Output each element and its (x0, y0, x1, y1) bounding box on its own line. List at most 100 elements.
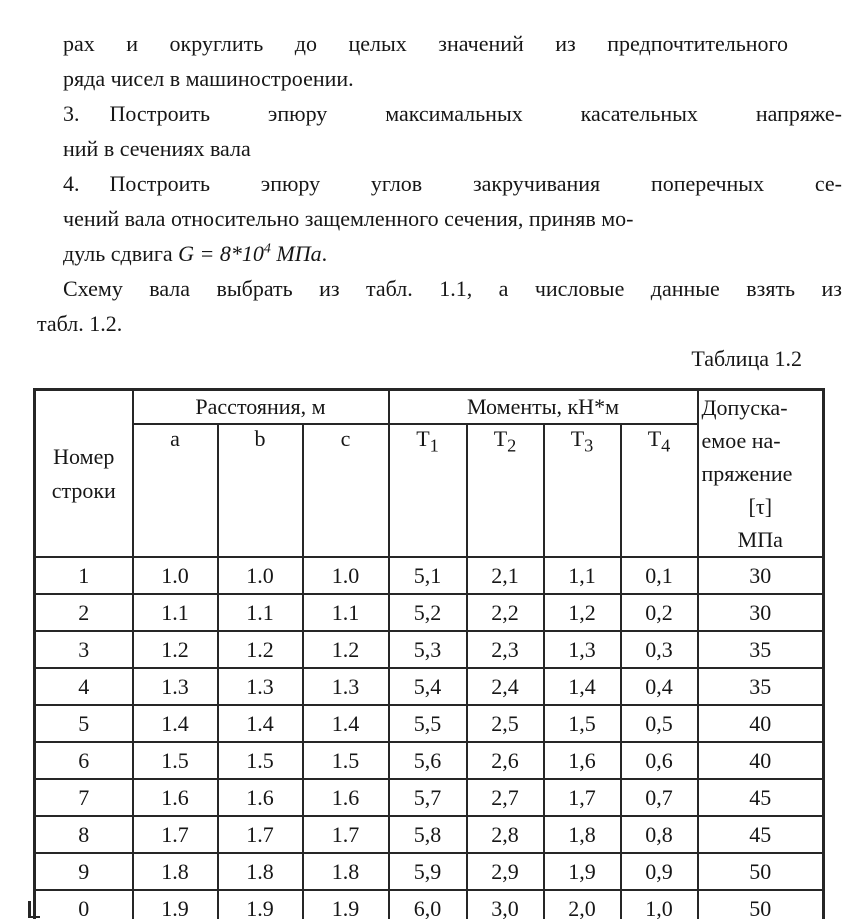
allowable-stress-symbol: [τ] (748, 494, 773, 519)
column-header-c: c (301, 423, 390, 558)
cell-t4: 1,0 (619, 889, 699, 919)
cell-t3: 1,6 (542, 741, 622, 780)
cell-t4: 0,9 (619, 852, 699, 891)
cell-t3: 2,0 (542, 889, 622, 919)
cell-t1: 5,8 (387, 815, 468, 854)
cell-t4: 0,5 (619, 704, 699, 743)
cell-b: 1.8 (216, 852, 304, 891)
cell-a: 1.1 (131, 593, 219, 632)
cell-a: 1.9 (131, 889, 219, 919)
scan-corner-artifact (28, 901, 40, 918)
allowable-stress-line: пряжение (701, 461, 793, 486)
column-header-allowable-stress: Допуска- емое на- пряжение [τ] МПа (696, 388, 825, 558)
cell-t2: 2,3 (465, 630, 545, 669)
cell-a: 1.0 (131, 556, 219, 595)
column-header-b: b (216, 423, 304, 558)
cell-c: 1.0 (301, 556, 390, 595)
cell-tau: 30 (696, 556, 825, 595)
table-row: 1 1.0 1.0 1.0 5,1 2,1 1,1 0,1 30 (33, 556, 825, 595)
cell-t4: 0,1 (619, 556, 699, 595)
cell-row-number: 6 (33, 741, 134, 780)
text-line-numbered-3: 3. Построить эпюру максимальных касательн… (63, 96, 842, 131)
cell-a: 1.7 (131, 815, 219, 854)
cell-c: 1.8 (301, 852, 390, 891)
torque-symbol: Т (570, 426, 585, 452)
formula-prefix: дуль сдвига (63, 241, 179, 266)
cell-tau: 30 (696, 593, 825, 632)
cell-row-number: 5 (33, 704, 134, 743)
cell-t1: 5,1 (387, 556, 468, 595)
cell-t1: 5,9 (387, 852, 468, 891)
data-table-1-2: Номер строки Расстояния, м Моменты, кН*м… (33, 388, 826, 919)
cell-t2: 2,1 (465, 556, 545, 595)
cell-c: 1.3 (301, 667, 390, 706)
cell-t3: 1,4 (542, 667, 622, 706)
cell-t1: 5,2 (387, 593, 468, 632)
column-header-t2: Т2 (465, 423, 545, 558)
cell-t2: 2,8 (465, 815, 545, 854)
cell-t3: 1,3 (542, 630, 622, 669)
cell-t1: 5,7 (387, 778, 468, 817)
text-line: Схему вала выбрать из табл. 1.1, а число… (63, 276, 842, 301)
cell-t2: 3,0 (465, 889, 545, 919)
cell-tau: 40 (696, 741, 825, 780)
cell-b: 1.6 (216, 778, 304, 817)
cell-c: 1.4 (301, 704, 390, 743)
text-line: ряда чисел в машиностроении. (63, 66, 354, 91)
cell-b: 1.7 (216, 815, 304, 854)
cell-t4: 0,6 (619, 741, 699, 780)
cell-a: 1.6 (131, 778, 219, 817)
allowable-stress-line: емое на- (701, 428, 781, 453)
torque-subscript: 4 (661, 435, 671, 456)
list-number: 4. (63, 171, 80, 196)
cell-tau: 40 (696, 704, 825, 743)
cell-b: 1.5 (216, 741, 304, 780)
cell-c: 1.6 (301, 778, 390, 817)
shear-modulus-formula: G = 8*10 (178, 241, 264, 266)
cell-row-number: 3 (33, 630, 134, 669)
cell-c: 1.7 (301, 815, 390, 854)
cell-c: 1.1 (301, 593, 390, 632)
table-row: 3 1.2 1.2 1.2 5,3 2,3 1,3 0,3 35 (33, 630, 825, 669)
column-group-distances: Расстояния, м (131, 388, 390, 426)
column-header-t4: Т4 (619, 423, 699, 558)
cell-row-number: 9 (33, 852, 134, 891)
header-row-subcolumns: a b c Т1 Т2 Т3 Т4 (35, 423, 824, 558)
cell-t3: 1,1 (542, 556, 622, 595)
cell-t1: 5,5 (387, 704, 468, 743)
table-row: 2 1.1 1.1 1.1 5,2 2,2 1,2 0,2 30 (33, 593, 825, 632)
column-header-row-number: Номер строки (33, 388, 134, 558)
cell-t3: 1,8 (542, 815, 622, 854)
formula-superscript: 4 (263, 241, 271, 257)
cell-c: 1.9 (301, 889, 390, 919)
cell-t1: 5,4 (387, 667, 468, 706)
list-text: Построить эпюру максимальных касательных… (109, 101, 843, 126)
torque-symbol: Т (416, 426, 430, 452)
cell-b: 1.4 (216, 704, 304, 743)
cell-t4: 0,7 (619, 778, 699, 817)
text-line: табл. 1.2. (37, 311, 123, 336)
cell-t4: 0,8 (619, 815, 699, 854)
table-row: 5 1.4 1.4 1.4 5,5 2,5 1,5 0,5 40 (33, 704, 825, 743)
torque-subscript: 2 (507, 435, 517, 456)
list-text: Построить эпюру углов закручивания попер… (109, 171, 843, 196)
text-block: рах и округлить до целых значений из пре… (37, 26, 842, 376)
cell-row-number: 8 (33, 815, 134, 854)
cell-t3: 1,5 (542, 704, 622, 743)
cell-b: 1.9 (216, 889, 304, 919)
allowable-stress-units: МПа (737, 527, 783, 552)
cell-b: 1.2 (216, 630, 304, 669)
formula-period: . (321, 241, 328, 266)
text-line-numbered-4: 4. Построить эпюру углов закручивания поп… (63, 166, 842, 201)
table-row: 7 1.6 1.6 1.6 5,7 2,7 1,7 0,7 45 (33, 778, 825, 817)
allowable-stress-line: Допуска- (701, 395, 788, 420)
cell-a: 1.4 (131, 704, 219, 743)
list-number: 3. (63, 101, 80, 126)
cell-c: 1.5 (301, 741, 390, 780)
table-row: 0 1.9 1.9 1.9 6,0 3,0 2,0 1,0 50 (33, 889, 825, 919)
column-group-moments: Моменты, кН*м (387, 388, 699, 426)
text-line-formula: дуль сдвига G = 8*104 МПа. (63, 236, 842, 271)
cell-row-number: 2 (33, 593, 134, 632)
cell-t3: 1,9 (542, 852, 622, 891)
